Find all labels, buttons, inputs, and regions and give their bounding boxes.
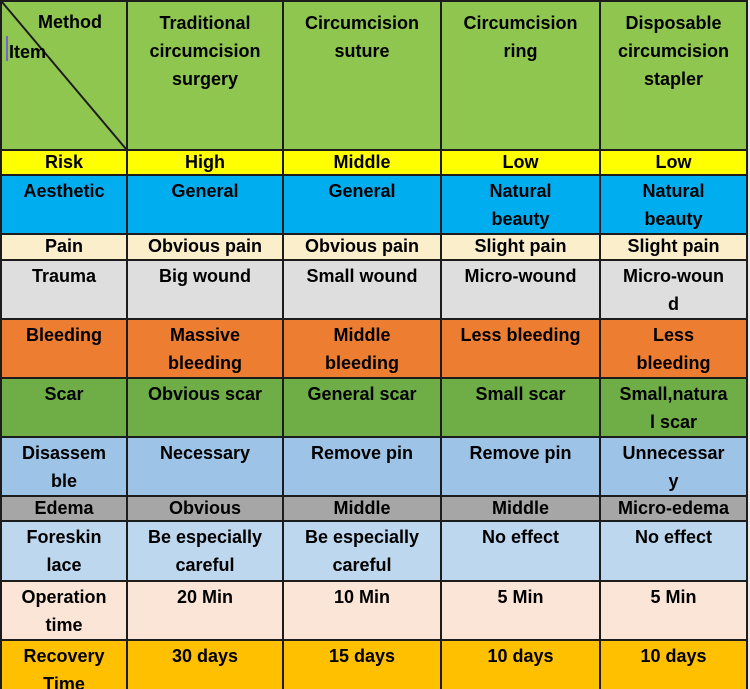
table-cell: Remove pin <box>440 436 601 497</box>
table-row-pain: Pain Obvious pain Obvious pain Slight pa… <box>0 233 748 261</box>
table-cell: Slight pain <box>599 233 748 261</box>
table-cell: Obvious scar <box>126 377 284 438</box>
table-cell: Micro-wound <box>440 259 601 320</box>
table-cell: Necessary <box>126 436 284 497</box>
table-row-operation-time: Operation time 20 Min 10 Min 5 Min 5 Min <box>0 580 748 641</box>
row-label-aesthetic: Aesthetic <box>0 174 128 235</box>
header-row: Method Item Traditional circumcision sur… <box>0 0 748 151</box>
row-label-disassemble: Disassem ble <box>0 436 128 497</box>
column-header-circumcision-ring: Circumcision ring <box>440 0 601 151</box>
table-cell: Obvious pain <box>126 233 284 261</box>
table-cell: Low <box>599 149 748 176</box>
table-cell: Be especially careful <box>126 520 284 582</box>
table-cell: Natural beauty <box>440 174 601 235</box>
table-cell: Less bleeding <box>440 318 601 379</box>
table-cell: Big wound <box>126 259 284 320</box>
row-label-scar: Scar <box>0 377 128 438</box>
corner-method-label: Method <box>38 12 102 32</box>
table-cell: Low <box>440 149 601 176</box>
table-cell: Less bleeding <box>599 318 748 379</box>
table-cell: 10 days <box>440 639 601 689</box>
row-label-edema: Edema <box>0 495 128 522</box>
table-cell: 30 days <box>126 639 284 689</box>
table-cell: 5 Min <box>440 580 601 641</box>
table-cell: Unnecessar y <box>599 436 748 497</box>
table-cell: Middle <box>440 495 601 522</box>
row-label-trauma: Trauma <box>0 259 128 320</box>
table-cell: Small wound <box>282 259 442 320</box>
column-header-traditional-surgery: Traditional circumcision surgery <box>126 0 284 151</box>
table-cell: No effect <box>599 520 748 582</box>
row-label-recovery-time: Recovery Time <box>0 639 128 689</box>
table-cell: General <box>282 174 442 235</box>
row-label-bleeding: Bleeding <box>0 318 128 379</box>
table-cell: Be especially careful <box>282 520 442 582</box>
table-cell: Remove pin <box>282 436 442 497</box>
table-cell: 15 days <box>282 639 442 689</box>
table-cell: 10 Min <box>282 580 442 641</box>
corner-item-label: Item <box>9 42 47 62</box>
table-cell: Micro-edema <box>599 495 748 522</box>
row-label-foreskin-lace: Foreskin lace <box>0 520 128 582</box>
table-cell: 10 days <box>599 639 748 689</box>
table-cell: Small scar <box>440 377 601 438</box>
table-cell: Natural beauty <box>599 174 748 235</box>
row-label-risk: Risk <box>0 149 128 176</box>
table-row-trauma: Trauma Big wound Small wound Micro-wound… <box>0 259 748 320</box>
column-header-disposable-stapler: Disposable circumcision stapler <box>599 0 748 151</box>
table-cell: General <box>126 174 284 235</box>
table-cell: 20 Min <box>126 580 284 641</box>
table-row-edema: Edema Obvious Middle Middle Micro-edema <box>0 495 748 522</box>
table-cell: Middle bleeding <box>282 318 442 379</box>
table-cell: Slight pain <box>440 233 601 261</box>
text-caret <box>6 36 8 61</box>
diagonal-divider-line <box>3 3 125 148</box>
table-cell: Middle <box>282 149 442 176</box>
table-cell: High <box>126 149 284 176</box>
table-cell: No effect <box>440 520 601 582</box>
table-row-foreskin-lace: Foreskin lace Be especially careful Be e… <box>0 520 748 582</box>
table-row-scar: Scar Obvious scar General scar Small sca… <box>0 377 748 438</box>
row-label-operation-time: Operation time <box>0 580 128 641</box>
table-cell: Massive bleeding <box>126 318 284 379</box>
table-cell: Obvious <box>126 495 284 522</box>
corner-cell: Method Item <box>0 0 128 151</box>
table-cell: Obvious pain <box>282 233 442 261</box>
table-cell: Small,natura l scar <box>599 377 748 438</box>
table-row-recovery-time: Recovery Time 30 days 15 days 10 days 10… <box>0 639 748 689</box>
table-cell: General scar <box>282 377 442 438</box>
column-header-circumcision-suture: Circumcision suture <box>282 0 442 151</box>
table-cell: 5 Min <box>599 580 748 641</box>
table-cell: Micro-woun d <box>599 259 748 320</box>
table-row-aesthetic: Aesthetic General General Natural beauty… <box>0 174 748 235</box>
table-cell: Middle <box>282 495 442 522</box>
table-row-disassemble: Disassem ble Necessary Remove pin Remove… <box>0 436 748 497</box>
row-label-pain: Pain <box>0 233 128 261</box>
table-row-risk: Risk High Middle Low Low <box>0 149 748 176</box>
table-row-bleeding: Bleeding Massive bleeding Middle bleedin… <box>0 318 748 379</box>
